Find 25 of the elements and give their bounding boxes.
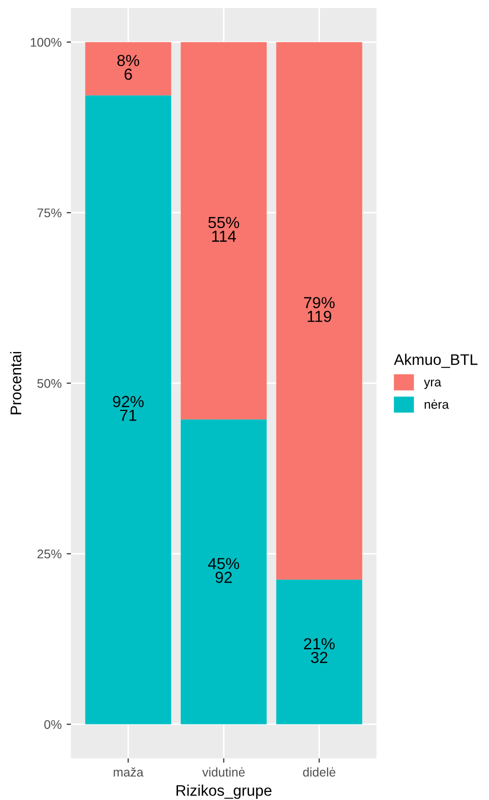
y-tick-label: 100% <box>30 38 62 47</box>
x-tick-label: maža <box>114 767 144 777</box>
data-label: 79% 119 <box>304 297 335 322</box>
bar <box>180 419 267 724</box>
y-axis-title: Procentai <box>10 352 22 414</box>
y-tick-label: 75% <box>38 208 62 218</box>
y-tick-label: 0% <box>44 720 62 729</box>
bar <box>180 42 267 420</box>
x-axis-title: Rizikos_grupe <box>176 784 272 799</box>
data-label: 8% 6 <box>117 54 140 80</box>
legend-label: nėra <box>424 400 449 409</box>
legend-title: Akmuo_BTL <box>394 354 478 368</box>
y-tick-label: 25% <box>37 550 62 558</box>
data-label: 55% 114 <box>208 216 240 242</box>
data-label: 21% 32 <box>304 638 335 664</box>
data-label: 92% 71 <box>112 396 144 421</box>
x-tick-label: didelė <box>303 767 336 777</box>
x-tick-label: vidutinė <box>202 767 245 777</box>
y-tick-label: 50% <box>37 379 62 388</box>
bar <box>276 42 362 580</box>
legend-label: yra <box>424 380 442 389</box>
data-label: 45% 92 <box>208 558 240 583</box>
bar <box>85 42 172 96</box>
bar <box>85 95 172 724</box>
bar <box>276 580 362 724</box>
